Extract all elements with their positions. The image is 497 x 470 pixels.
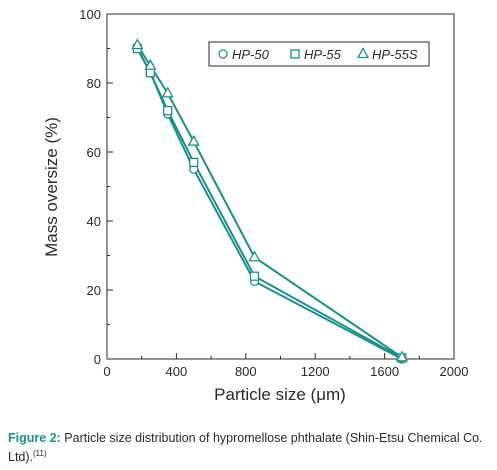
- x-tick-label: 1200: [301, 364, 330, 379]
- y-tick-label: 60: [87, 145, 101, 160]
- y-tick-label: 100: [79, 7, 101, 22]
- legend-box: [208, 41, 430, 67]
- series-lines: [136, 44, 403, 360]
- legend-label-hp-55: HP-55: [304, 47, 342, 62]
- chart: 0 400 800 1200 1600 2000 0 20 40 60 80 100 Particle…: [42, 7, 468, 404]
- legend: HP-50 HP-55 HP-55S: [208, 41, 430, 67]
- x-tick-label: 2000: [440, 364, 469, 379]
- x-axis-title: Particle size (μm): [214, 385, 346, 404]
- y-axis-title: Mass oversize (%): [42, 117, 61, 257]
- data-point-hp-55s: [144, 58, 157, 70]
- y-tick-label: 40: [87, 214, 101, 229]
- data-point-hp-55s: [187, 134, 200, 146]
- series-markers: [131, 38, 409, 364]
- data-point-hp-55s: [161, 86, 174, 98]
- legend-marker-hp-50: [218, 49, 228, 59]
- x-tick-label: 0: [103, 364, 110, 379]
- x-tick-label: 400: [166, 364, 188, 379]
- data-point-hp-55: [249, 271, 260, 281]
- data-point-hp-55s: [395, 350, 409, 362]
- data-point-hp-55: [189, 157, 199, 168]
- caption-label: Figure 2:: [8, 431, 61, 445]
- axis-ticks: 0 400 800 1200 1600 2000 0 20 40 60 80 100: [79, 7, 468, 379]
- legend-marker-hp-55: [290, 49, 300, 59]
- caption-reference: (11): [33, 449, 47, 458]
- legend-label-hp-55s: HP-55S: [372, 47, 418, 62]
- legend-marker-hp-55s: [356, 47, 370, 59]
- data-point-hp-55s: [248, 250, 261, 262]
- caption-text: Particle size distribution of hypromello…: [8, 431, 483, 465]
- y-tick-label: 20: [87, 283, 101, 298]
- y-tick-label: 0: [94, 352, 101, 367]
- figure-caption: Figure 2: Particle size distribution of …: [8, 430, 490, 465]
- x-tick-label: 800: [235, 364, 257, 379]
- y-tick-label: 80: [87, 76, 101, 91]
- series-line-hp-55s: [136, 44, 403, 359]
- legend-label-hp-50: HP-50: [232, 47, 270, 62]
- series-line-hp-50: [136, 48, 403, 360]
- series-line-hp-55: [136, 48, 403, 359]
- x-tick-label: 1600: [370, 364, 399, 379]
- data-point-hp-55: [163, 105, 173, 116]
- data-point-hp-55s: [131, 38, 144, 50]
